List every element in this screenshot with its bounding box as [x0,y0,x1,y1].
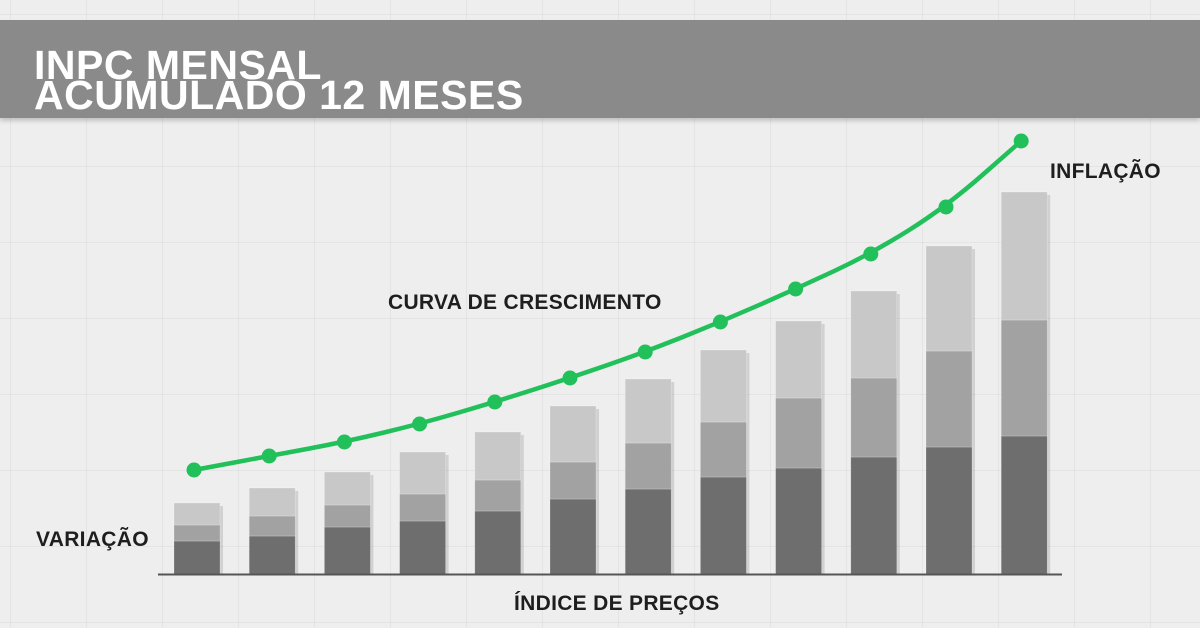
bar-segment-dark [925,446,973,575]
bar-segment-dark [248,535,296,575]
bar-segment-mid [700,421,747,478]
bar-segment-dark [474,510,522,575]
bar-segment-light [248,487,296,517]
bar-segment-light [549,405,597,463]
bar-segment-dark [850,456,898,575]
curve-point [863,246,879,262]
bar-segment-mid [324,504,371,528]
bar-segment-mid [173,524,221,542]
bar-segment-dark [173,540,221,575]
bar-segment-light [624,378,672,444]
label-indice-de-precos: ÍNDICE DE PREÇOS [514,592,720,615]
bar-segment-light [700,349,747,423]
bar-segment-light [324,471,371,506]
label-curva-de-crescimento: CURVA DE CRESCIMENTO [388,291,662,314]
bar-segment-dark [700,476,747,575]
bar-segment-light [399,451,446,495]
bar-segment-mid [775,397,822,469]
label-inflacao: INFLAÇÃO [1050,160,1161,183]
bar-segment-mid [850,377,898,458]
curve-point [788,281,804,297]
curve-point [412,416,428,432]
bar-segment-mid [549,461,597,500]
title-band: INPC MENSAL [0,20,1200,118]
chart-title-line-1: INPC MENSAL [34,42,322,88]
bar-segment-dark [324,526,371,575]
label-variacao: VARIAÇÃO [36,528,149,551]
bar-segment-light [775,320,822,399]
bar-segment-mid [474,479,522,512]
curve-point [336,434,352,450]
bar-segment-mid [925,350,973,448]
bar-segment-mid [624,442,672,490]
curve-point [938,199,954,215]
bar-segment-dark [549,498,597,575]
curve-point [637,344,653,360]
bar-segment-mid [1000,319,1048,437]
bar-segment-dark [1000,435,1048,575]
curve-point [1013,133,1029,149]
bar-segment-light [474,431,522,481]
curve-point [487,394,503,410]
bar-segment-light [850,290,898,379]
curve-point [261,448,277,464]
chart-title-line-2: ACUMULADO 12 MESES [34,72,524,118]
curve-point [562,370,578,386]
bar-segment-dark [399,520,446,575]
bar-segment-light [1000,191,1048,321]
bar-segment-light [925,245,973,352]
curve-point [712,314,728,330]
curve-point [186,462,202,478]
bar-segment-mid [248,515,296,537]
bar-segment-dark [775,467,822,575]
bar-segment-light [173,502,221,526]
growth-curve-line [191,138,1024,473]
bar-segment-mid [399,493,446,522]
bar-segment-dark [624,488,672,575]
